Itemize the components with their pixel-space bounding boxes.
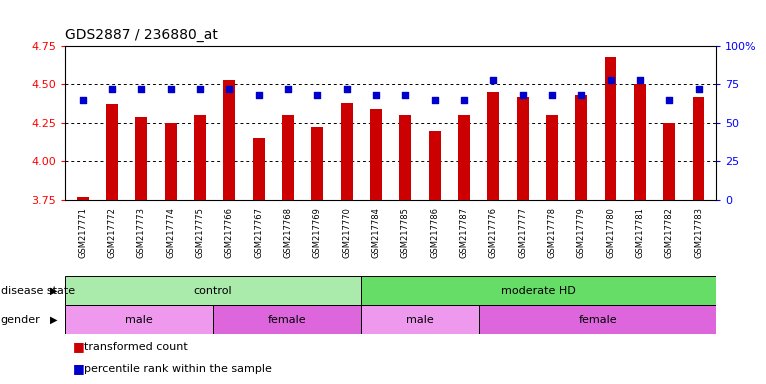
Bar [136,117,147,200]
Bar [341,103,352,200]
Point [428,97,440,103]
Bar [692,97,705,200]
Bar [480,305,716,334]
Text: ■: ■ [73,340,84,353]
Point [604,77,617,83]
Bar [194,115,206,200]
Point [399,92,411,98]
Bar [106,104,118,200]
Bar [634,84,646,200]
Point [516,92,529,98]
Point [633,77,646,83]
Point [575,92,588,98]
Text: percentile rank within the sample: percentile rank within the sample [84,364,272,374]
Text: GDS2887 / 236880_at: GDS2887 / 236880_at [65,28,218,42]
Point [546,92,558,98]
Text: control: control [194,286,232,296]
Point [311,92,323,98]
Bar [517,97,529,200]
Text: male: male [125,314,153,325]
Bar [312,127,323,200]
Text: moderate HD: moderate HD [501,286,576,296]
Text: ■: ■ [73,362,84,376]
Point [223,86,235,92]
Bar [65,305,213,334]
Point [692,86,705,92]
Bar [77,197,89,200]
Point [194,86,206,92]
Point [282,86,294,92]
Point [136,86,148,92]
Text: transformed count: transformed count [84,341,188,352]
Bar [546,115,558,200]
Bar [213,305,361,334]
Bar [575,95,588,200]
Point [370,92,382,98]
Text: male: male [407,314,434,325]
Point [106,86,118,92]
Bar [370,109,382,200]
Point [77,97,89,103]
Text: gender: gender [1,314,41,325]
Point [458,97,470,103]
Point [487,77,499,83]
Bar [663,123,675,200]
Bar [458,115,470,200]
Bar [605,57,617,200]
Point [165,86,177,92]
Bar [224,80,235,200]
Point [341,86,353,92]
Text: ▶: ▶ [50,286,57,296]
Bar [65,276,361,305]
Bar [361,305,480,334]
Point [253,92,265,98]
Bar [487,92,499,200]
Text: female: female [578,314,617,325]
Bar [253,138,264,200]
Bar [165,123,176,200]
Point [663,97,676,103]
Bar [361,276,716,305]
Bar [282,115,294,200]
Bar [399,115,411,200]
Bar [429,131,440,200]
Text: disease state: disease state [1,286,75,296]
Text: female: female [268,314,306,325]
Text: ▶: ▶ [50,314,57,325]
